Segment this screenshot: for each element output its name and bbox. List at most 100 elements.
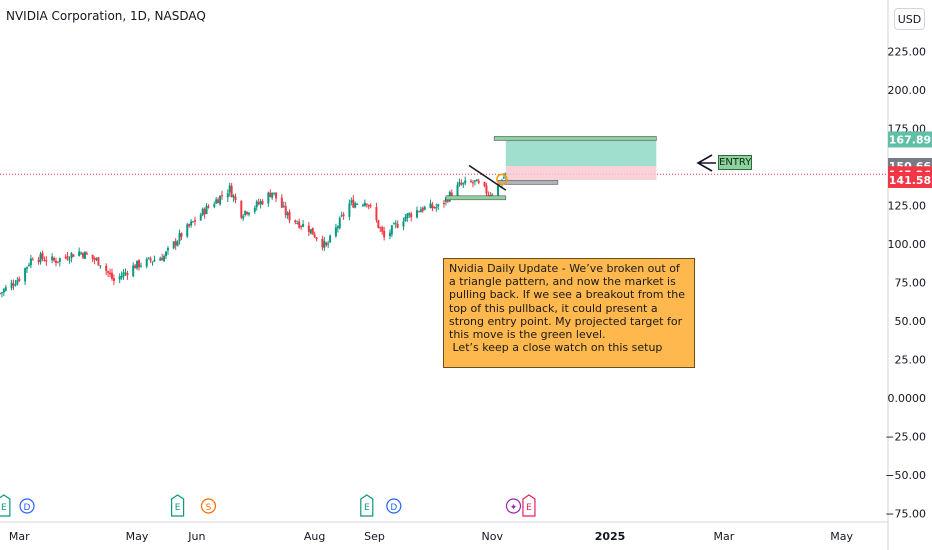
candle-body [193, 220, 196, 222]
candle-body [124, 272, 127, 274]
candle-body [91, 254, 94, 259]
candle-body [72, 254, 75, 257]
candle-body [14, 284, 17, 286]
candle-body [136, 260, 139, 269]
y-tick-label: 50.00 [895, 315, 927, 328]
entry-point-marker [496, 173, 508, 186]
event-marker[interactable]: E [171, 494, 185, 517]
y-tick-label: −25.00 [885, 431, 926, 444]
candle-body [107, 271, 110, 273]
candle-body [325, 242, 328, 246]
candle-body [24, 268, 27, 282]
candle-body [298, 221, 301, 228]
candle-body [485, 185, 488, 194]
candle-body [232, 195, 235, 198]
candle-body [352, 199, 355, 208]
candle-body [82, 253, 85, 258]
candle-body [53, 258, 56, 261]
candle-body [95, 258, 98, 260]
event-letter: D [390, 503, 397, 513]
candle-body [118, 276, 121, 280]
candle-body [51, 256, 54, 261]
candle-body [178, 233, 181, 242]
candle-body [58, 258, 61, 262]
candle-body [165, 251, 168, 257]
price-badge [888, 131, 932, 148]
event-marker[interactable]: E [0, 494, 11, 517]
candle-body [275, 192, 278, 199]
y-tick-label: 75.00 [895, 277, 927, 290]
event-marker[interactable]: D [386, 498, 402, 514]
event-marker[interactable]: E [360, 494, 374, 517]
candle-body [365, 203, 368, 205]
candle-body [338, 217, 341, 229]
candle-body [126, 272, 129, 276]
candle-body [288, 211, 291, 221]
candle-body [437, 204, 440, 207]
candle-body [302, 224, 305, 227]
candle-body [435, 207, 438, 209]
candle-body [54, 260, 57, 263]
candle-body [383, 230, 386, 238]
event-marker[interactable]: E [522, 494, 536, 517]
candle-body [188, 224, 191, 227]
event-marker[interactable]: D [19, 498, 35, 514]
candle-body [180, 233, 183, 237]
candle-body [282, 205, 285, 207]
candle-body [433, 207, 436, 209]
candle-body [228, 185, 231, 193]
candle-body [487, 194, 490, 196]
candle-body [83, 251, 86, 259]
trendline-drawing [468, 164, 507, 191]
x-tick-label: Mar [714, 530, 735, 543]
candle-body [334, 227, 337, 237]
candle-body [174, 240, 177, 246]
event-letter: E [364, 503, 370, 513]
event-letter: S [206, 503, 212, 513]
candle-body [192, 221, 195, 223]
candle-body [240, 200, 243, 218]
candle-body [201, 208, 204, 216]
candle-body [408, 213, 411, 216]
candle-body [80, 252, 83, 254]
currency-button[interactable]: USD [894, 8, 925, 30]
x-tick-label: Jun [187, 530, 205, 543]
x-tick-label: May [126, 530, 149, 543]
y-tick-label: 100.00 [888, 238, 927, 251]
candle-body [219, 195, 222, 205]
candle-body [381, 227, 384, 232]
candle-body [348, 203, 351, 217]
candle-body [70, 253, 73, 259]
candle-body [16, 280, 19, 285]
price-badge [888, 171, 932, 188]
candle-body [97, 257, 100, 266]
entry-label[interactable]: ENTRY [718, 155, 752, 170]
candle-body [172, 241, 175, 249]
event-marker[interactable]: S [200, 498, 217, 514]
candle-body [470, 181, 473, 183]
target-level-marker [493, 136, 657, 141]
candle-body [259, 201, 262, 205]
candle-body [0, 293, 1, 295]
candle-body [313, 234, 316, 238]
candle-body [369, 205, 372, 207]
candle-body [327, 243, 330, 245]
candle-body [166, 247, 169, 251]
candle-body [269, 192, 272, 198]
candle-body [2, 289, 5, 293]
annotation-note[interactable]: Nvidia Daily Update - We’ve broken out o… [443, 258, 695, 368]
y-tick-label: 125.00 [888, 200, 927, 213]
candle-body [26, 266, 29, 269]
candle-body [217, 199, 220, 204]
y-tick-label: 200.00 [888, 84, 927, 97]
candle-body [462, 182, 465, 185]
candle-body [402, 221, 405, 227]
candle-body [203, 209, 206, 215]
candle-body [78, 251, 81, 256]
candle-body [221, 195, 223, 197]
event-marker[interactable]: ✦ [505, 498, 522, 514]
candle-body [43, 259, 46, 262]
event-letter: E [175, 503, 181, 513]
candle-body [230, 185, 233, 198]
